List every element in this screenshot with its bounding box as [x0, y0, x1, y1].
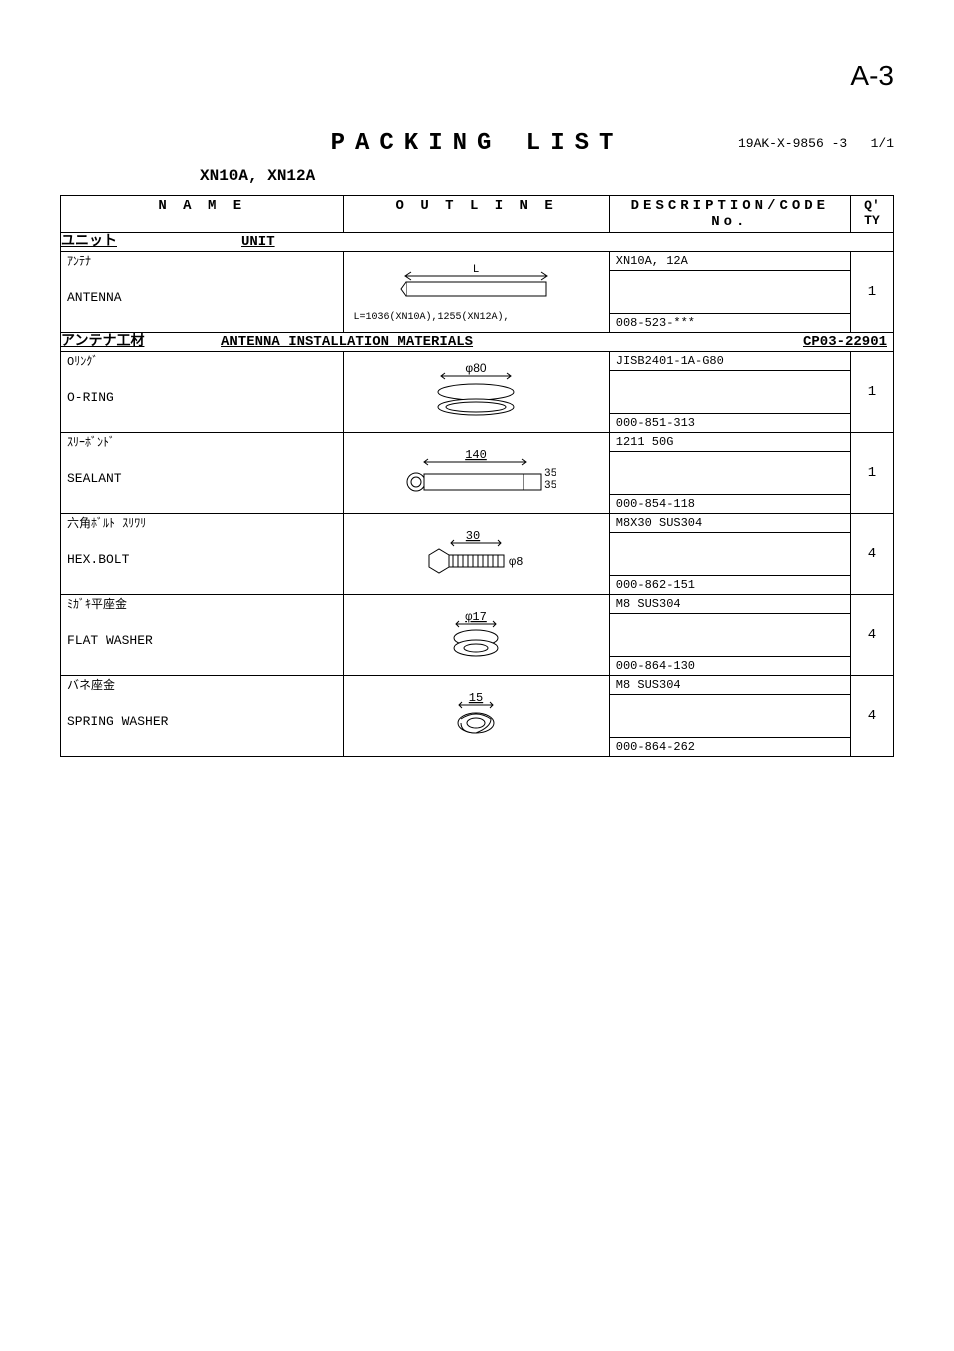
spring-washer-icon: 15: [441, 689, 511, 744]
row-jp: Oﾘﾝｸﾞ: [67, 354, 337, 371]
desc-bot: 000-854-118: [610, 494, 850, 513]
section-row: アンテナ工材 ANTENNA INSTALLATION MATERIALS CP…: [61, 333, 894, 352]
col-qty: Q' TY: [850, 196, 893, 233]
table-row: 六角ﾎﾞﾙﾄ ｽﾘﾜﾘ HEX.BOLT 30: [61, 514, 894, 595]
row-jp: 六角ﾎﾞﾙﾄ ｽﾘﾜﾘ: [67, 516, 337, 533]
section-code: CP03-22901: [803, 333, 887, 351]
table-row: ｽﾘｰﾎﾞﾝﾄﾞ SEALANT 140 35 35: [61, 433, 894, 514]
outline-note: L=1036(XN10A),1255(XN12A),: [348, 312, 605, 323]
qty: 1: [850, 433, 893, 514]
col-name: N A M E: [61, 196, 344, 233]
table-header-row: N A M E O U T L I N E DESCRIPTION/CODE N…: [61, 196, 894, 233]
qty: 4: [850, 595, 893, 676]
section-row: ユニット UNIT: [61, 233, 894, 252]
desc-bot: 000-862-151: [610, 575, 850, 594]
row-en: FLAT WASHER: [67, 632, 337, 650]
row-jp: バネ座金: [67, 678, 337, 695]
row-jp: ｱﾝﾃﾅ: [67, 254, 337, 271]
model-label: XN10A, XN12A: [200, 167, 894, 185]
section-en: ANTENNA INSTALLATION MATERIALS: [221, 333, 473, 351]
section-en: UNIT: [241, 233, 275, 251]
table-row: バネ座金 SPRING WASHER 15 M8 SUS304 00: [61, 676, 894, 757]
svg-text:φ8: φ8: [509, 555, 523, 569]
section-jp: アンテナ工材: [61, 334, 144, 350]
packing-table: N A M E O U T L I N E DESCRIPTION/CODE N…: [60, 195, 894, 757]
svg-text:30: 30: [466, 529, 480, 543]
desc-bot: 000-851-313: [610, 413, 850, 432]
row-en: ANTENNA: [67, 289, 337, 307]
bolt-icon: 30 φ8: [411, 527, 541, 582]
desc-top: M8 SUS304: [610, 595, 850, 614]
desc-top: M8X30 SUS304: [610, 514, 850, 533]
flat-washer-icon: φ17: [436, 608, 516, 663]
row-jp: ﾐｶﾞｷ平座金: [67, 597, 337, 614]
svg-text:φ17: φ17: [465, 610, 487, 624]
row-en: SEALANT: [67, 470, 337, 488]
col-desc: DESCRIPTION/CODE No.: [609, 196, 850, 233]
svg-text:15: 15: [469, 691, 483, 705]
row-en: O-RING: [67, 389, 337, 407]
svg-text:140: 140: [465, 448, 487, 462]
svg-text:35: 35: [544, 468, 556, 480]
desc-top: JISB2401-1A-G80: [610, 352, 850, 371]
desc-top: 1211 50G: [610, 433, 850, 452]
sealant-icon: 140 35 35: [396, 446, 556, 501]
svg-text:φ80: φ80: [466, 362, 487, 375]
desc-bot: 008-523-***: [610, 313, 850, 332]
row-en: SPRING WASHER: [67, 713, 337, 731]
doc-no-text: 19AK-X-9856 -3: [738, 136, 847, 151]
qty: 1: [850, 252, 893, 333]
antenna-icon: L: [391, 262, 561, 312]
row-jp: ｽﾘｰﾎﾞﾝﾄﾞ: [67, 435, 337, 452]
qty: 1: [850, 352, 893, 433]
table-row: ｱﾝﾃﾅ ANTENNA L L=1036(XN10A),1255(XN12A)…: [61, 252, 894, 333]
desc-top: XN10A, 12A: [610, 252, 850, 271]
dim-L: L: [473, 264, 480, 276]
table-row: ﾐｶﾞｷ平座金 FLAT WASHER φ17 M8 SUS304: [61, 595, 894, 676]
section-jp: ユニット: [61, 234, 117, 250]
col-outline: O U T L I N E: [343, 196, 609, 233]
desc-bot: 000-864-130: [610, 656, 850, 675]
doc-number: 19AK-X-9856 -3 1/1: [738, 136, 894, 151]
page-no-text: 1/1: [871, 136, 894, 151]
desc-top: M8 SUS304: [610, 676, 850, 695]
table-row: Oﾘﾝｸﾞ O-RING φ80 JISB2401-1A-G80 0: [61, 352, 894, 433]
page: A-3 19AK-X-9856 -3 1/1 PACKING LIST XN10…: [0, 0, 954, 1351]
desc-bot: 000-864-262: [610, 737, 850, 756]
oring-icon: φ80: [421, 362, 531, 422]
row-en: HEX.BOLT: [67, 551, 337, 569]
qty: 4: [850, 514, 893, 595]
page-section-label: A-3: [850, 60, 894, 92]
svg-text:35: 35: [544, 480, 556, 492]
qty: 4: [850, 676, 893, 757]
